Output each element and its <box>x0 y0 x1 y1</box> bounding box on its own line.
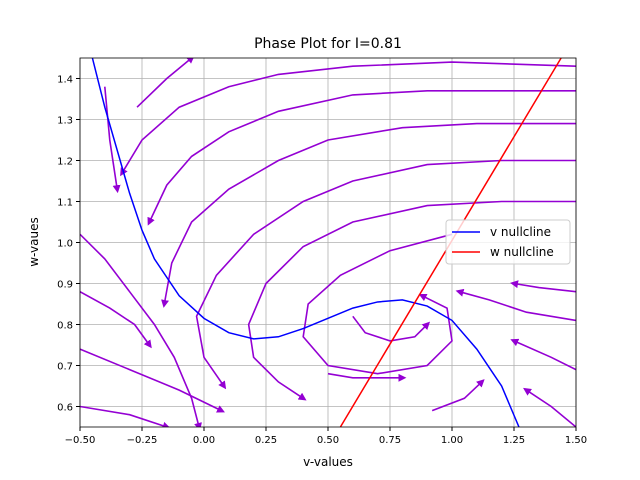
streamline <box>352 315 431 342</box>
y-tick-label: 1.0 <box>57 239 73 250</box>
streamline <box>510 338 576 371</box>
streamline <box>147 90 576 226</box>
streamline <box>195 159 576 390</box>
y-axis-label: w-vaues <box>27 217 41 267</box>
y-tick-label: 0.8 <box>57 321 73 332</box>
x-tick-label: −0.50 <box>65 435 96 446</box>
streamline <box>136 58 195 108</box>
y-tick-label: 0.9 <box>57 280 73 291</box>
streamline <box>327 372 407 382</box>
y-tick-label: 0.6 <box>57 403 73 414</box>
y-tick-label: 1.3 <box>57 116 73 127</box>
streamline <box>80 290 152 349</box>
streamline <box>455 288 576 322</box>
x-axis-label: v-values <box>303 455 353 469</box>
x-tick-label: 1.25 <box>503 435 525 446</box>
streamline <box>104 86 121 194</box>
x-tick-label: 1.00 <box>441 435 463 446</box>
x-tick-label: −0.25 <box>127 435 158 446</box>
y-tick-label: 1.1 <box>57 198 73 209</box>
x-tick-label: 0.75 <box>379 435 401 446</box>
x-tick-label: 0.25 <box>255 435 277 446</box>
x-tick-label: 0.50 <box>317 435 339 446</box>
streamline <box>80 405 171 427</box>
y-tick-label: 1.4 <box>57 75 73 86</box>
chart-title: Phase Plot for I=0.81 <box>254 36 402 52</box>
nullcline <box>91 58 520 427</box>
streamline <box>80 233 202 427</box>
streamline <box>80 348 225 413</box>
streamline <box>523 387 576 427</box>
legend-label: w nullcline <box>490 245 554 259</box>
plot-frame <box>79 57 577 428</box>
legend-box <box>445 219 571 265</box>
y-tick-label: 1.2 <box>57 157 73 168</box>
streamline <box>431 379 485 412</box>
x-tick-label: 0.00 <box>193 435 215 446</box>
streamline <box>510 280 576 293</box>
streamline <box>120 61 576 177</box>
streamline <box>161 122 576 308</box>
x-tick-label: 1.50 <box>565 435 587 446</box>
legend-label: v nullcline <box>490 225 551 239</box>
y-tick-label: 0.7 <box>57 362 73 373</box>
streamline <box>247 200 576 401</box>
streamline <box>302 233 453 375</box>
